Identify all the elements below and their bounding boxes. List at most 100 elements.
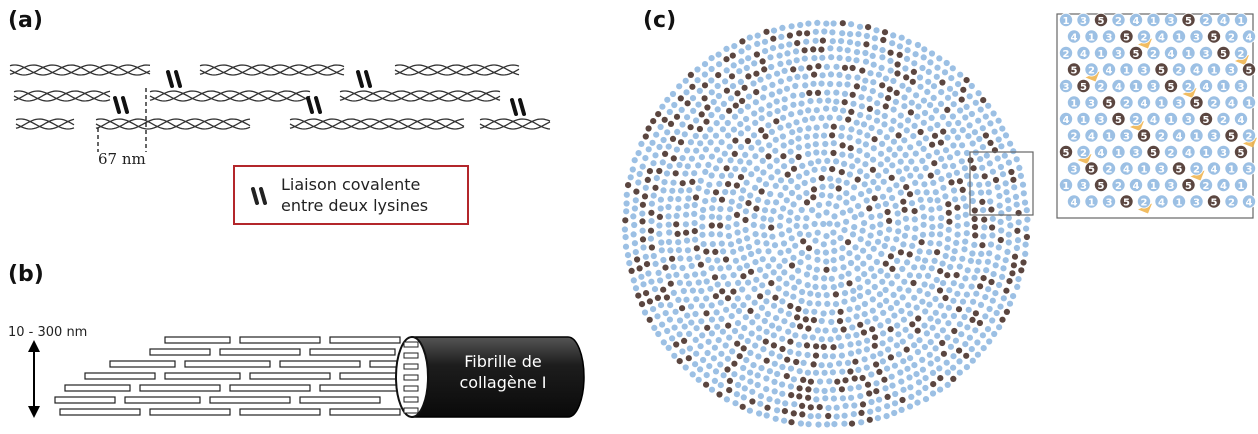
- svg-text:2: 2: [1098, 82, 1105, 93]
- svg-text:1: 1: [1088, 197, 1095, 208]
- spacing-label: 67 nm: [98, 150, 146, 168]
- microfibril-rod: [84, 372, 156, 380]
- svg-text:5: 5: [1246, 65, 1253, 76]
- zoom-molecule: 5: [1234, 144, 1249, 159]
- zoom-molecule: 5: [1102, 95, 1117, 110]
- zoom-molecule: 5: [1111, 112, 1126, 127]
- zoom-molecule: 4: [1137, 95, 1152, 110]
- svg-text:2: 2: [1141, 32, 1148, 43]
- zoom-molecule: 3: [1084, 95, 1099, 110]
- svg-text:4: 4: [1220, 181, 1227, 192]
- legend-line-1: Liaison covalente: [281, 175, 421, 194]
- zoom-molecule: 1: [1234, 177, 1249, 192]
- zoom-molecule: 1: [1067, 95, 1082, 110]
- svg-text:2: 2: [1238, 49, 1245, 60]
- svg-text:1: 1: [1176, 197, 1183, 208]
- svg-text:1: 1: [1063, 181, 1070, 192]
- svg-text:2: 2: [1211, 98, 1218, 109]
- svg-text:5: 5: [1115, 115, 1122, 126]
- svg-text:4: 4: [1071, 197, 1078, 208]
- microfibril-rod: [109, 360, 176, 368]
- zoom-molecule: 1: [1146, 12, 1161, 27]
- svg-text:5: 5: [1220, 49, 1227, 60]
- zoom-molecule: 1: [1084, 29, 1099, 44]
- svg-text:5: 5: [1071, 65, 1078, 76]
- svg-text:5: 5: [1185, 16, 1192, 27]
- svg-text:3: 3: [1080, 181, 1087, 192]
- zoom-molecule: 2: [1111, 177, 1126, 192]
- zoom-molecule: 1: [1059, 177, 1074, 192]
- svg-text:5: 5: [1123, 197, 1130, 208]
- triple-helix: [339, 90, 501, 102]
- microfibril-rod: [309, 348, 396, 356]
- svg-text:4: 4: [1158, 197, 1165, 208]
- svg-text:2: 2: [1203, 181, 1210, 192]
- svg-text:2: 2: [1246, 131, 1253, 142]
- zoom-molecule: 4: [1094, 144, 1109, 159]
- svg-text:3: 3: [1150, 82, 1157, 93]
- svg-text:1: 1: [1168, 115, 1175, 126]
- zoom-molecule: 4: [1129, 177, 1144, 192]
- zoom-molecule: 5: [1119, 29, 1134, 44]
- svg-text:2: 2: [1150, 49, 1157, 60]
- zoom-molecule: 1: [1137, 161, 1152, 176]
- svg-text:1: 1: [1098, 49, 1105, 60]
- svg-text:5: 5: [1098, 16, 1105, 27]
- zoom-molecule: 2: [1111, 12, 1126, 27]
- zoom-molecule: 3: [1242, 161, 1257, 176]
- svg-text:3: 3: [1185, 115, 1192, 126]
- svg-text:2: 2: [1106, 164, 1113, 175]
- microfibril-rod: [279, 360, 361, 368]
- fibril-cylinder: [411, 336, 585, 418]
- microfibril-rod: [54, 396, 116, 404]
- zoom-molecule: 5: [1059, 144, 1074, 159]
- fibril-line-1: Fibrille de: [464, 352, 542, 371]
- zoom-molecule: 3: [1224, 62, 1239, 77]
- zoom-molecule: 4: [1181, 144, 1196, 159]
- zoom-inset-molecules: 1 3 5 2 4 1 3 5 2 4 14 1 3 5 2 4 1 3 5 2 42 4 1 3 5 2 4 1 3 5 25 2 4 1 3 5 2…: [1059, 12, 1257, 214]
- svg-text:3: 3: [1176, 98, 1183, 109]
- zoom-molecule: 3: [1119, 128, 1134, 143]
- zoom-molecule: 2: [1216, 112, 1231, 127]
- svg-text:4: 4: [1071, 32, 1078, 43]
- zoom-molecule: 5: [1172, 161, 1187, 176]
- svg-text:5: 5: [1176, 164, 1183, 175]
- svg-text:5: 5: [1203, 115, 1210, 126]
- zoom-molecule: 1: [1207, 62, 1222, 77]
- zoom-molecule: 4: [1216, 177, 1231, 192]
- microfibril-rod: [64, 384, 131, 392]
- zoom-molecule: 2: [1242, 128, 1257, 148]
- zoom-molecule: 4: [1164, 46, 1179, 61]
- zoom-molecule: 2: [1094, 79, 1109, 94]
- zoom-molecule: 1: [1242, 95, 1257, 110]
- zoom-molecule: 3: [1234, 79, 1249, 94]
- zoom-molecule: 4: [1216, 12, 1231, 27]
- zoom-molecule: 2: [1224, 194, 1239, 209]
- zoom-molecule: 1: [1234, 12, 1249, 27]
- triple-helix: [289, 118, 465, 130]
- zoom-molecule: 3: [1111, 46, 1126, 61]
- zoom-molecule: 3: [1199, 46, 1214, 61]
- zoom-molecule: 3: [1129, 144, 1144, 159]
- svg-text:4: 4: [1193, 65, 1200, 76]
- svg-text:4: 4: [1203, 82, 1210, 93]
- svg-text:3: 3: [1158, 164, 1165, 175]
- svg-text:1: 1: [1185, 49, 1192, 60]
- zoom-molecule: 2: [1146, 46, 1161, 61]
- zoom-molecule: 1: [1164, 112, 1179, 127]
- microfibril-rod: [239, 336, 321, 344]
- panel-label-a: (a): [8, 8, 43, 33]
- svg-text:2: 2: [1123, 98, 1130, 109]
- svg-text:4: 4: [1238, 115, 1245, 126]
- zoom-molecule: 4: [1154, 194, 1169, 209]
- svg-text:5: 5: [1193, 98, 1200, 109]
- zoom-molecule: 3: [1076, 177, 1091, 192]
- microfibril-rod: [184, 360, 271, 368]
- svg-text:1: 1: [1106, 131, 1113, 142]
- zoom-molecule: 3: [1102, 194, 1117, 209]
- zoom-molecule: 1: [1111, 144, 1126, 159]
- svg-text:5: 5: [1123, 32, 1130, 43]
- svg-text:2: 2: [1228, 32, 1235, 43]
- legend-text: Liaison covalente entre deux lysines: [281, 174, 428, 216]
- svg-text:2: 2: [1185, 82, 1192, 93]
